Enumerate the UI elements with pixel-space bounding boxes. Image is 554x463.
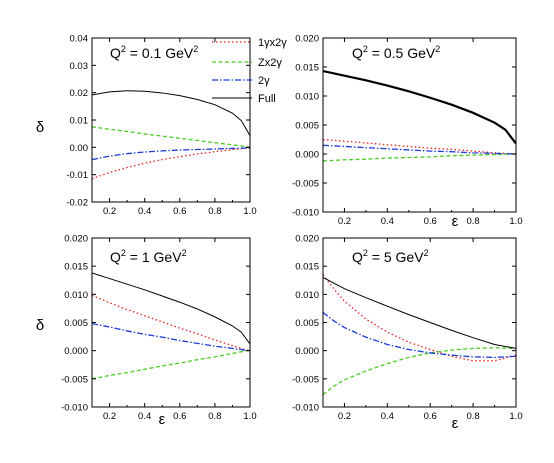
y-tick-label: 0.015 [64, 262, 88, 273]
y-tick-label: 0.010 [295, 92, 319, 103]
y-tick-label: 0.04 [70, 34, 89, 45]
x-tick-label: 1.0 [243, 411, 256, 422]
legend-entry-4: Full [212, 93, 276, 105]
series-line-3 [323, 144, 516, 155]
x-tick-label: 1.0 [243, 206, 256, 217]
series-line-2 [92, 349, 250, 380]
x-tick-label: 0.4 [138, 206, 151, 217]
panel-title: Q2 = 1 GeV2 [110, 248, 187, 265]
y-tick-label: -0.02 [66, 198, 88, 209]
x-tick-label: 0.8 [208, 411, 221, 422]
y-axis-label: δ [36, 317, 44, 334]
y-tick-label: 0.000 [295, 346, 319, 357]
series-line-4 [323, 276, 516, 349]
y-tick-label: 0.005 [64, 318, 88, 329]
panels: 0.2 0.4 0.6 0.8 1.0 -0.02 -0.01 0.00 0.01 0.02 0.0… [36, 34, 523, 433]
series-line-4 [323, 69, 516, 145]
legend-label-2: Zx2γ [258, 57, 282, 69]
x-axis-label: ε [452, 213, 459, 230]
series-line-1 [92, 294, 250, 352]
x-tick-label: 0.6 [424, 411, 437, 422]
x-tick-label: 0.8 [467, 216, 480, 227]
y-tick-label: 0.010 [295, 290, 319, 301]
x-tick-label: 0.8 [467, 411, 480, 422]
x-tick-label: 1.0 [509, 216, 522, 227]
legend-entry-1: 1γx2γ [212, 37, 287, 49]
y-tick-label: -0.005 [292, 374, 319, 385]
series-line-1 [92, 147, 250, 180]
y-tick-label: 0.000 [64, 346, 88, 357]
y-tick-label: 0.005 [295, 121, 319, 132]
panel-title: Q2 = 0.5 GeV2 [352, 44, 440, 61]
x-tick-label: 0.4 [138, 411, 151, 422]
y-tick-label: 0.010 [64, 290, 88, 301]
series-line-1 [323, 138, 516, 155]
y-tick-label: -0.005 [292, 179, 319, 190]
y-tick-label: 0.005 [295, 318, 319, 329]
panel-4: 0.2 0.4 0.6 0.8 1.0 -0.010 -0.005 0.000 0.005 0.0… [292, 234, 523, 433]
legend-label-3: 2γ [258, 75, 270, 87]
legend-entry-3: 2γ [212, 75, 270, 87]
series-line-4 [92, 272, 250, 345]
series-line-2 [92, 126, 250, 148]
legend-entry-2: Zx2γ [212, 57, 282, 69]
x-axis-label: ε [159, 411, 166, 428]
panel-title: Q2 = 0.1 GeV2 [110, 44, 198, 61]
legend-label-4: Full [258, 93, 276, 105]
series-line-4 [92, 90, 250, 136]
x-tick-label: 0.6 [173, 206, 186, 217]
x-tick-label: 1.0 [509, 411, 522, 422]
y-tick-label: 0.00 [70, 143, 89, 154]
x-tick-label: 0.8 [208, 206, 221, 217]
series-line-3 [92, 322, 250, 352]
legend: 1γx2γ Zx2γ 2γ Full [212, 37, 287, 105]
y-tick-label: 0.020 [295, 234, 319, 245]
y-tick-label: 0.01 [70, 116, 89, 127]
series-line-2 [323, 347, 516, 396]
x-tick-label: 0.4 [381, 411, 394, 422]
y-tick-label: -0.010 [292, 403, 319, 414]
legend-label-1: 1γx2γ [258, 37, 287, 49]
plot-frame [322, 37, 517, 213]
x-tick-label: 0.6 [173, 411, 186, 422]
series-line-3 [92, 147, 250, 161]
y-tick-label: 0.015 [295, 262, 319, 273]
y-tick-label: -0.01 [66, 170, 88, 181]
panel-title: Q2 = 5 GeV2 [352, 248, 429, 265]
x-tick-label: 0.4 [381, 216, 394, 227]
panel-3: 0.2 0.4 0.6 0.8 1.0 -0.010 -0.005 0.000 0.005 0.0… [36, 234, 257, 429]
y-tick-label: 0.000 [295, 150, 319, 161]
y-tick-label: -0.005 [61, 374, 88, 385]
x-tick-label: 0.2 [103, 206, 116, 217]
y-tick-label: 0.020 [64, 234, 88, 245]
series-line-2 [323, 153, 516, 162]
x-tick-label: 0.2 [103, 411, 116, 422]
x-axis-label: ε [452, 415, 459, 432]
panel-2: 0.2 0.4 0.6 0.8 1.0 -0.010 -0.005 0.000 0.005 0.0… [292, 34, 523, 231]
y-axis-label: δ [36, 119, 44, 136]
y-tick-label: 0.02 [70, 88, 89, 99]
x-tick-label: 0.2 [338, 411, 351, 422]
panel-1: 0.2 0.4 0.6 0.8 1.0 -0.02 -0.01 0.00 0.01 0.02 0.0… [36, 34, 257, 218]
x-tick-label: 0.6 [424, 216, 437, 227]
series-line-1 [323, 274, 516, 362]
y-tick-label: 0.03 [70, 61, 89, 72]
y-tick-label: 0.020 [295, 34, 319, 45]
y-tick-label: -0.010 [292, 208, 319, 219]
y-tick-label: 0.015 [295, 63, 319, 74]
x-tick-label: 0.2 [338, 216, 351, 227]
y-tick-label: -0.010 [61, 403, 88, 414]
series-line-3 [323, 311, 516, 359]
